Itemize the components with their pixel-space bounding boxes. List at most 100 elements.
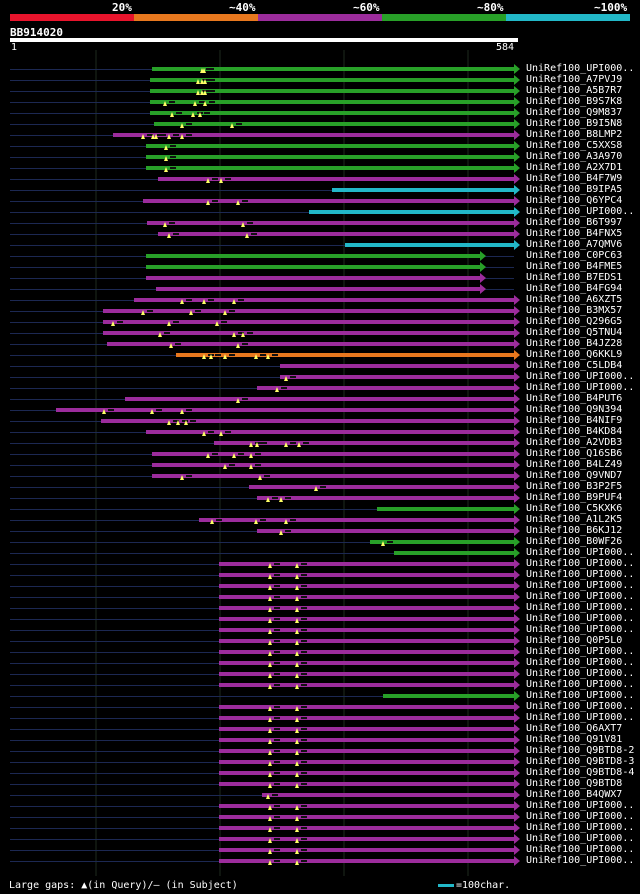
hit-alignment-bar[interactable] [219,606,514,610]
hit-name-link[interactable]: UniRef100_UPI000.. [526,646,635,657]
hit-row[interactable]: UniRef100_UPI000.. [0,833,640,845]
hit-name-link[interactable]: UniRef100_Q6YPC4 [526,195,623,206]
hit-name-link[interactable]: UniRef100_B8LMP2 [526,129,623,140]
hit-row[interactable]: UniRef100_B6KJ12 [0,525,640,537]
hit-row[interactable]: UniRef100_UPI000.. [0,558,640,570]
hit-alignment-bar[interactable] [219,760,514,764]
hit-alignment-bar[interactable] [219,705,514,709]
hit-alignment-bar[interactable] [261,793,514,797]
hit-name-link[interactable]: UniRef100_A1L2K5 [526,514,623,525]
hit-alignment-bar[interactable] [219,771,514,775]
hit-row[interactable]: UniRef100_UPI000.. [0,844,640,856]
hit-name-link[interactable]: UniRef100_UPI000.. [526,844,635,855]
hit-name-link[interactable]: UniRef100_C5LDB4 [526,360,623,371]
hit-name-link[interactable]: UniRef100_Q91V81 [526,734,623,745]
hit-name-link[interactable]: UniRef100_UPI000.. [526,613,635,624]
hit-alignment-bar[interactable] [219,716,514,720]
hit-row[interactable]: UniRef100_Q9BTD8-3 [0,756,640,768]
hit-row[interactable]: UniRef100_UPI000.. [0,800,640,812]
hit-alignment-bar[interactable] [370,540,514,544]
hit-row[interactable]: UniRef100_B0WF26 [0,536,640,548]
hit-alignment-bar[interactable] [377,507,514,511]
hit-alignment-bar[interactable] [219,749,514,753]
hit-name-link[interactable]: UniRef100_B4PUT6 [526,393,623,404]
hit-row[interactable]: UniRef100_UPI000.. [0,668,640,680]
hit-name-link[interactable]: UniRef100_Q16SB6 [526,448,623,459]
hit-name-link[interactable]: UniRef100_UPI000.. [526,624,635,635]
hit-name-link[interactable]: UniRef100_UPI000.. [526,602,635,613]
hit-alignment-bar[interactable] [124,397,514,401]
hit-name-link[interactable]: UniRef100_UPI000.. [526,569,635,580]
hit-alignment-bar[interactable] [145,276,481,280]
hit-alignment-bar[interactable] [145,265,481,269]
hit-alignment-bar[interactable] [219,848,514,852]
hit-row[interactable]: UniRef100_A1L2K5 [0,514,640,526]
hit-name-link[interactable]: UniRef100_Q9BTD8-3 [526,756,635,767]
hit-alignment-bar[interactable] [147,221,514,225]
hit-row[interactable]: UniRef100_A6XZT5 [0,294,640,306]
hit-alignment-bar[interactable] [219,584,514,588]
hit-row[interactable]: UniRef100_Q91V81 [0,734,640,746]
hit-alignment-bar[interactable] [279,375,514,379]
hit-row[interactable]: UniRef100_Q16SB6 [0,448,640,460]
hit-name-link[interactable]: UniRef100_UPI000.. [526,679,635,690]
hit-alignment-bar[interactable] [150,78,514,82]
hit-row[interactable]: UniRef100_B4PUT6 [0,393,640,405]
hit-row[interactable]: UniRef100_B9I5N8 [0,118,640,130]
hit-row[interactable]: UniRef100_B4NIF9 [0,415,640,427]
hit-name-link[interactable]: UniRef100_B4FME5 [526,261,623,272]
hit-row[interactable]: UniRef100_UPI000.. [0,569,640,581]
hit-name-link[interactable]: UniRef100_A5B7R7 [526,85,623,96]
hit-row[interactable]: UniRef100_Q9BTD8 [0,778,640,790]
hit-row[interactable]: UniRef100_B3MX57 [0,305,640,317]
hit-name-link[interactable]: UniRef100_A6XZT5 [526,294,623,305]
hit-alignment-bar[interactable] [249,485,514,489]
hit-name-link[interactable]: UniRef100_Q9BTD8 [526,778,623,789]
hit-row[interactable]: UniRef100_B4QWX7 [0,789,640,801]
hit-alignment-bar[interactable] [219,595,514,599]
hit-alignment-bar[interactable] [219,672,514,676]
hit-alignment-bar[interactable] [143,199,514,203]
hit-alignment-bar[interactable] [103,331,514,335]
hit-alignment-bar[interactable] [156,287,481,291]
hit-name-link[interactable]: UniRef100_B9PUF4 [526,492,623,503]
hit-alignment-bar[interactable] [257,496,514,500]
hit-alignment-bar[interactable] [151,463,514,467]
hit-row[interactable]: UniRef100_UPI000.. [0,822,640,834]
hit-alignment-bar[interactable] [133,298,514,302]
hit-name-link[interactable]: UniRef100_B4JZ28 [526,338,623,349]
hit-name-link[interactable]: UniRef100_A7PVJ9 [526,74,623,85]
hit-name-link[interactable]: UniRef100_UPI000.. [526,690,635,701]
hit-alignment-bar[interactable] [145,144,514,148]
hit-name-link[interactable]: UniRef100_B4KD84 [526,426,623,437]
hit-row[interactable]: UniRef100_B9IPA5 [0,184,640,196]
hit-alignment-bar[interactable] [100,419,514,423]
hit-alignment-bar[interactable] [55,408,514,412]
hit-row[interactable]: UniRef100_B4FG94 [0,283,640,295]
hit-name-link[interactable]: UniRef100_UPI000.. [526,701,635,712]
hit-name-link[interactable]: UniRef100_Q5TNU4 [526,327,623,338]
hit-name-link[interactable]: UniRef100_A3A970 [526,151,623,162]
hit-name-link[interactable]: UniRef100_B6KJ12 [526,525,623,536]
hit-row[interactable]: UniRef100_UPI000.. [0,382,640,394]
hit-name-link[interactable]: UniRef100_UPI000.. [526,206,635,217]
hit-alignment-bar[interactable] [157,177,514,181]
hit-name-link[interactable]: UniRef100_UPI000.. [526,800,635,811]
hit-row[interactable]: UniRef100_A2X7D1 [0,162,640,174]
hit-row[interactable]: UniRef100_B4JZ28 [0,338,640,350]
hit-name-link[interactable]: UniRef100_Q9BTD8-2 [526,745,635,756]
hit-row[interactable]: UniRef100_UPI000.. [0,580,640,592]
hit-name-link[interactable]: UniRef100_Q6KKL9 [526,349,623,360]
hit-alignment-bar[interactable] [383,694,514,698]
hit-alignment-bar[interactable] [103,309,514,313]
hit-name-link[interactable]: UniRef100_B4FG94 [526,283,623,294]
hit-alignment-bar[interactable] [331,188,514,192]
hit-row[interactable]: UniRef100_Q9N394 [0,404,640,416]
hit-name-link[interactable]: UniRef100_B6T997 [526,217,623,228]
hit-row[interactable]: UniRef100_Q6KKL9 [0,349,640,361]
hit-row[interactable]: UniRef100_UPI000.. [0,591,640,603]
hit-row[interactable]: UniRef100_B4FME5 [0,261,640,273]
hit-row[interactable]: UniRef100_C5KXK6 [0,503,640,515]
hit-alignment-bar[interactable] [145,254,481,258]
hit-name-link[interactable]: UniRef100_UPI000.. [526,591,635,602]
